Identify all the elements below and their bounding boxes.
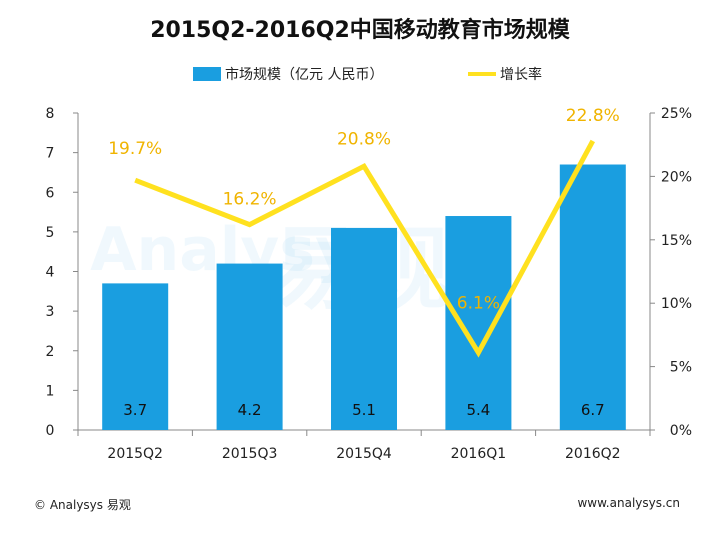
line-value-label: 20.8% bbox=[337, 129, 391, 149]
growth-rate-line bbox=[134, 139, 595, 358]
right-axis-tick-label: 25% bbox=[661, 106, 692, 122]
legend-bar-label: 市场规模（亿元 人民币） bbox=[225, 67, 384, 83]
line-value-label: 16.2% bbox=[223, 190, 277, 210]
bar bbox=[445, 216, 512, 430]
legend-item-bar: 市场规模（亿元 人民币） bbox=[193, 64, 383, 84]
left-axis-tick-label: 7 bbox=[46, 146, 55, 162]
line-value-label: 19.7% bbox=[108, 139, 162, 159]
left-axis-tick-label: 4 bbox=[46, 265, 55, 281]
bar bbox=[216, 263, 283, 430]
bar-value-label: 3.7 bbox=[123, 401, 147, 419]
left-axis-tick-label: 1 bbox=[46, 383, 55, 399]
bar-value-label: 5.4 bbox=[466, 401, 490, 419]
legend-item-line: 增长率 bbox=[468, 64, 542, 84]
x-axis-category-label: 2015Q4 bbox=[336, 446, 392, 462]
legend: 市场规模（亿元 人民币） 增长率 bbox=[0, 64, 720, 86]
bar bbox=[559, 164, 626, 430]
footer-website: www.analysys.cn bbox=[577, 496, 680, 510]
x-axis-category-label: 2016Q2 bbox=[565, 446, 621, 462]
right-axis-tick-label: 20% bbox=[661, 169, 692, 185]
bar-value-label: 5.1 bbox=[352, 401, 376, 419]
right-axis-tick-label: 15% bbox=[661, 233, 692, 249]
legend-bar-swatch bbox=[193, 67, 221, 81]
line-value-label: 22.8% bbox=[566, 106, 620, 126]
left-axis-tick-label: 8 bbox=[46, 106, 55, 122]
x-axis-category-label: 2015Q2 bbox=[107, 446, 163, 462]
right-axis-tick-label: 0% bbox=[670, 423, 692, 439]
left-axis-tick-label: 0 bbox=[46, 423, 55, 439]
left-axis-tick-label: 2 bbox=[46, 344, 55, 360]
left-axis-tick-label: 6 bbox=[46, 185, 55, 201]
footer-copyright: © Analysys 易观 bbox=[34, 498, 131, 512]
x-axis-category-label: 2016Q1 bbox=[451, 446, 507, 462]
bar-value-label: 6.7 bbox=[581, 401, 605, 419]
legend-line-swatch bbox=[468, 72, 496, 76]
legend-line-label: 增长率 bbox=[500, 67, 542, 83]
bar bbox=[331, 227, 397, 430]
right-axis-tick-label: 5% bbox=[670, 360, 692, 376]
x-axis-category-label: 2015Q3 bbox=[222, 446, 278, 462]
line-value-label: 6.1% bbox=[457, 294, 500, 314]
chart-title: 2015Q2-2016Q2中国移动教育市场规模 bbox=[150, 18, 570, 43]
right-axis-tick-label: 10% bbox=[661, 296, 692, 312]
bar-value-label: 4.2 bbox=[238, 401, 262, 419]
bar bbox=[102, 283, 169, 430]
left-axis-tick-label: 3 bbox=[46, 304, 55, 320]
left-axis-tick-label: 5 bbox=[46, 225, 55, 241]
